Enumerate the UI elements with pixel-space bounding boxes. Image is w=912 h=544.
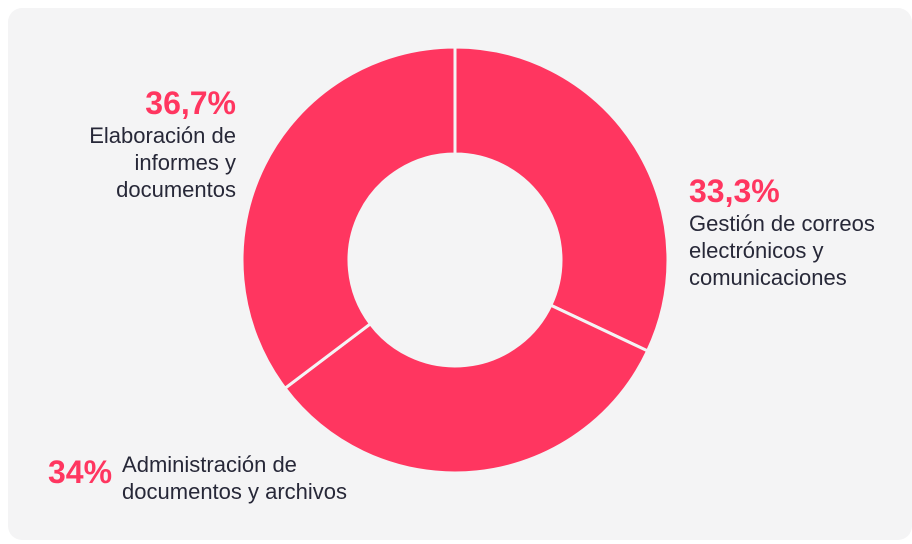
- donut-segment: [240, 45, 457, 391]
- value-label: 33,3%: [689, 173, 780, 209]
- category-label: Gestión de correos electrónicos y comuni…: [689, 211, 875, 290]
- label: 34% Administración de documentos y archi…: [48, 451, 428, 505]
- value-label: 36,7%: [145, 85, 236, 121]
- label: 33,3% Gestión de correos electrónicos y …: [689, 172, 904, 291]
- category-label: Elaboración de informes y documentos: [89, 123, 236, 202]
- donut-segment: [453, 45, 670, 353]
- category-label: Administración de documentos y archivos: [122, 452, 348, 504]
- value-label: 34%: [48, 454, 113, 490]
- label: 36,7% Elaboración de informes y document…: [40, 84, 236, 203]
- donut-segment: [282, 303, 650, 475]
